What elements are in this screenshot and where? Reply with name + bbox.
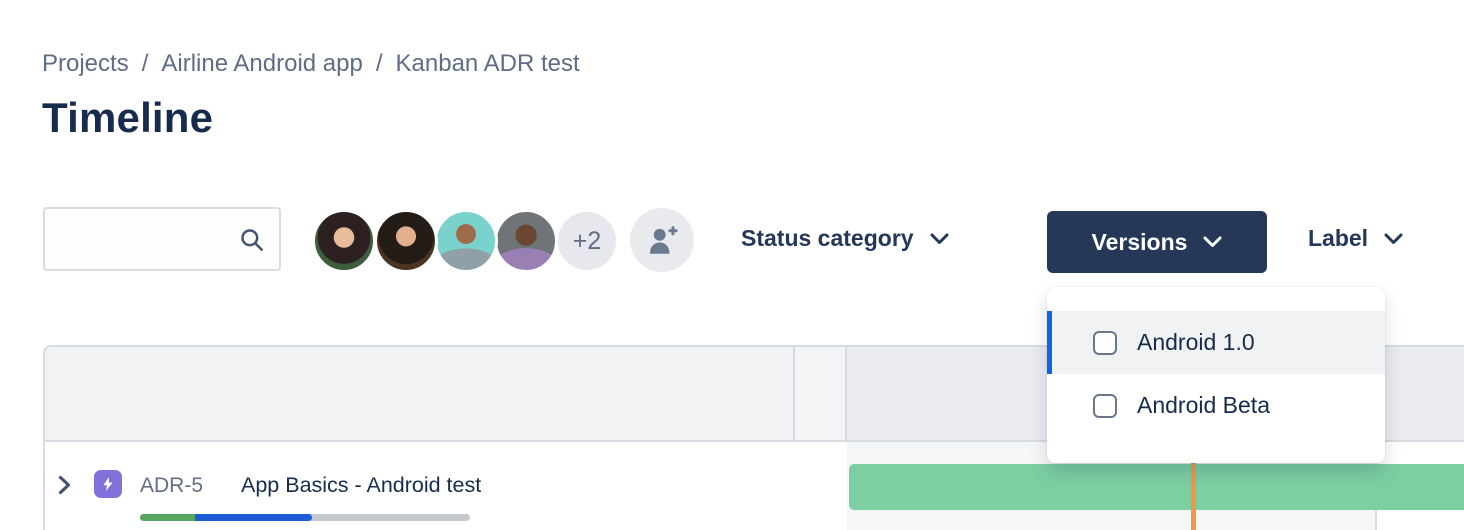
status-category-label: Status category: [741, 225, 914, 251]
add-person-icon: [646, 224, 678, 256]
versions-dropdown-menu: Android 1.0 Android Beta: [1047, 287, 1385, 463]
avatar-overflow-label: +2: [572, 226, 602, 255]
chevron-down-icon: [930, 233, 949, 245]
version-option-label: Android Beta: [1137, 392, 1270, 418]
issue-title[interactable]: App Basics - Android test: [241, 473, 482, 497]
avatar[interactable]: [374, 209, 438, 273]
versions-label: Versions: [1091, 228, 1188, 255]
versions-filter[interactable]: Versions: [1047, 211, 1267, 273]
avatar[interactable]: [434, 209, 498, 273]
progress-done-segment: [140, 514, 195, 521]
version-option-android-beta[interactable]: Android Beta: [1047, 374, 1385, 437]
epic-type-icon: [94, 470, 122, 498]
avatar[interactable]: [312, 209, 376, 273]
version-option-label: Android 1.0: [1137, 329, 1255, 355]
page-title: Timeline: [42, 94, 214, 141]
chevron-down-icon: [1384, 233, 1403, 245]
epic-timeline-bar[interactable]: [849, 464, 1464, 510]
focus-accent-bar: [1047, 311, 1052, 374]
chevron-right-icon: [58, 475, 71, 495]
today-marker-line: [1191, 442, 1196, 530]
breadcrumb-board[interactable]: Kanban ADR test: [395, 50, 580, 77]
chevron-down-icon: [1203, 236, 1222, 248]
timeline-header-left: [45, 347, 795, 440]
breadcrumb-project[interactable]: Airline Android app: [161, 50, 363, 77]
add-person-button[interactable]: [630, 208, 694, 272]
search-icon: [238, 226, 265, 253]
timeline-header-mid: [795, 347, 847, 440]
breadcrumb-separator: /: [141, 50, 149, 77]
checkbox-android-beta[interactable]: [1093, 393, 1117, 418]
label-filter-label: Label: [1308, 225, 1369, 251]
issue-key[interactable]: ADR-5: [140, 474, 204, 497]
search-input[interactable]: [45, 226, 238, 252]
epic-progress-bar: [140, 514, 470, 521]
checkbox-android-1-0[interactable]: [1093, 330, 1117, 355]
avatar-overflow-count[interactable]: +2: [555, 209, 619, 273]
expand-row-button[interactable]: [58, 474, 80, 496]
label-filter[interactable]: Label: [1308, 225, 1403, 252]
breadcrumb: Projects / Airline Android app / Kanban …: [42, 50, 580, 78]
version-option-android-1-0[interactable]: Android 1.0: [1047, 311, 1385, 374]
breadcrumb-projects[interactable]: Projects: [42, 50, 129, 77]
status-category-filter[interactable]: Status category: [741, 225, 949, 252]
progress-inprogress-segment: [195, 514, 312, 521]
search-field: [43, 207, 281, 271]
avatar[interactable]: [494, 209, 558, 273]
breadcrumb-separator: /: [375, 50, 383, 77]
